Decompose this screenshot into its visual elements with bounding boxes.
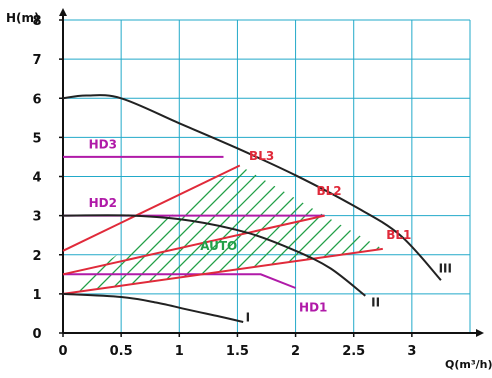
auto-hatch-line	[82, 165, 383, 294]
y-tick-label: 2	[32, 249, 41, 264]
grid	[63, 19, 471, 333]
label-iii: III	[439, 261, 452, 275]
auto-hatch-line	[0, 20, 6, 333]
y-tick-label: 5	[32, 131, 41, 146]
x-axis-arrow	[476, 329, 484, 337]
bl-line-bl2	[62, 214, 325, 276]
y-tick-label: 1	[32, 288, 41, 303]
y-tick-label: 7	[32, 53, 41, 68]
x-tick-label: 2.5	[342, 344, 365, 359]
auto-hatch-line	[488, 20, 492, 333]
auto-hatch-line	[473, 20, 492, 333]
series	[62, 94, 442, 323]
label-hd1: HD1	[299, 300, 327, 314]
y-axis-arrow	[59, 8, 67, 16]
x-tick-label: 2	[291, 344, 300, 359]
pump-curve-ii	[62, 214, 366, 297]
y-tick-label: 3	[32, 210, 41, 225]
auto-hatch-line	[0, 20, 36, 333]
bl-line-bl1	[62, 247, 383, 295]
y-tick-label: 4	[32, 171, 41, 186]
x-tick-label: 0	[58, 344, 67, 359]
hd-line-hd1	[63, 273, 296, 289]
x-tick-label: 1.5	[226, 344, 249, 359]
pump-curve-iii	[62, 94, 442, 281]
y-tick-label: 8	[32, 14, 41, 29]
label-i: I	[246, 310, 250, 324]
label-bl3: BL3	[249, 149, 274, 163]
label-hd2: HD2	[89, 196, 117, 210]
label-ii: II	[371, 295, 380, 309]
x-tick-label: 1	[175, 344, 184, 359]
label-auto: AUTO	[200, 239, 237, 253]
y-tick-label: 6	[32, 92, 41, 107]
pump-curve-i	[62, 292, 244, 323]
x-tick-label: 3	[407, 344, 416, 359]
label-bl1: BL1	[386, 228, 411, 242]
auto-hatch-line	[0, 20, 51, 333]
axes: 0 0.5 1 1.5 2 2.5 3 0 1 2 3 4 5 6 7 8H(m) Q(m³/h)	[6, 8, 492, 371]
x-axis-label: Q(m³/h)	[445, 358, 492, 371]
label-hd3: HD3	[89, 137, 117, 151]
y-tick-label: 0	[32, 327, 41, 342]
auto-hatch-line	[0, 20, 21, 333]
x-tick-label: 0.5	[110, 344, 133, 359]
y-axis-label: H(m)	[6, 11, 40, 25]
bl-line-bl3	[62, 164, 241, 252]
label-bl2: BL2	[317, 184, 342, 198]
